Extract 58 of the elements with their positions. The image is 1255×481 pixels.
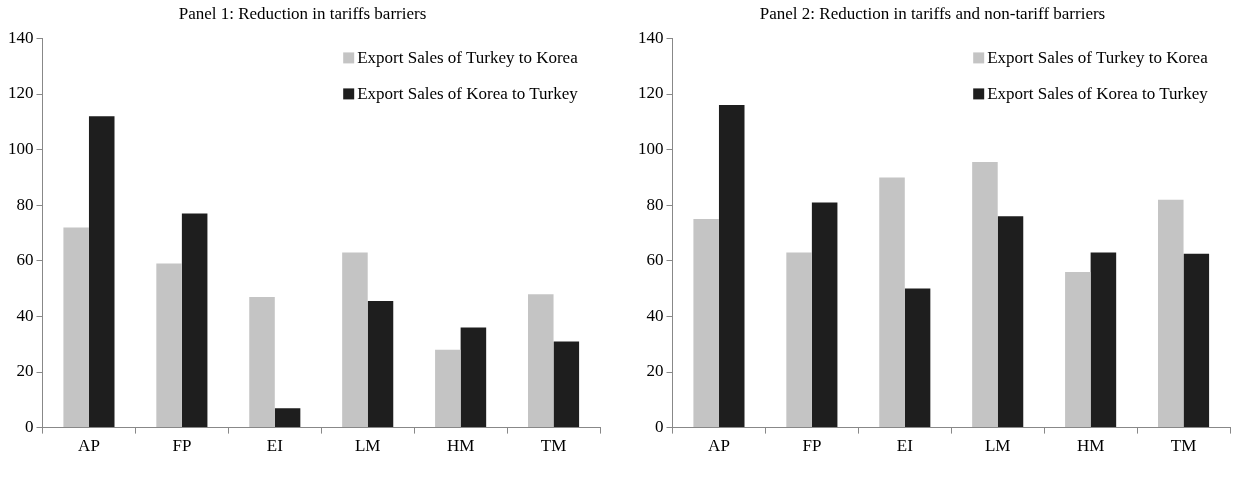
- x-tick-label: EI: [896, 436, 914, 456]
- y-tick-label: 20: [646, 361, 664, 381]
- bar: [249, 296, 275, 428]
- y-tick-label: 100: [8, 139, 34, 159]
- bar: [342, 252, 368, 428]
- y-tick-label: 120: [8, 83, 34, 103]
- y-tick-label: 120: [638, 83, 664, 103]
- x-tick-label: LM: [984, 436, 1011, 456]
- x-tick-label: HM: [1076, 436, 1105, 456]
- bar: [997, 216, 1024, 428]
- y-tick-label: 140: [638, 27, 664, 47]
- y-tick-label: 0: [25, 417, 34, 437]
- bar: [553, 341, 580, 428]
- y-tick-label: 80: [646, 194, 664, 214]
- y-tick-label: 140: [8, 27, 34, 47]
- x-tick-label: EI: [266, 436, 284, 456]
- bar: [181, 213, 208, 428]
- y-tick-label: 40: [646, 305, 664, 325]
- chart-title: Panel 2: Reduction in tariffs and non-tariff barriers: [759, 3, 1106, 23]
- legend-label: Export Sales of Korea to Turkey: [987, 83, 1209, 103]
- bar: [693, 219, 719, 428]
- bar: [786, 252, 812, 428]
- bar: [972, 162, 998, 428]
- y-tick-label: 60: [16, 250, 34, 270]
- bar: [1183, 253, 1210, 428]
- bar: [460, 327, 487, 428]
- bar: [1090, 252, 1117, 428]
- x-tick-label: AP: [78, 436, 100, 456]
- y-tick-label: 40: [16, 305, 34, 325]
- bar: [811, 202, 838, 428]
- bar: [904, 288, 931, 428]
- legend-label: Export Sales of Turkey to Korea: [357, 47, 579, 67]
- bar: [274, 408, 301, 428]
- x-tick-label: TM: [1170, 436, 1197, 456]
- y-tick-label: 60: [646, 250, 664, 270]
- x-tick-label: LM: [354, 436, 381, 456]
- x-tick-label: TM: [540, 436, 567, 456]
- y-tick-label: 0: [655, 417, 664, 437]
- bar: [879, 177, 905, 428]
- chart-title: Panel 1: Reduction in tariffs barriers: [178, 3, 427, 23]
- bar: [1157, 199, 1184, 428]
- x-tick-label: HM: [446, 436, 475, 456]
- bar: [1065, 271, 1091, 428]
- x-tick-label: AP: [708, 436, 730, 456]
- bar: [88, 116, 115, 428]
- x-tick-label: FP: [172, 436, 192, 456]
- bar: [527, 294, 554, 428]
- legend-label: Export Sales of Turkey to Korea: [987, 47, 1209, 67]
- x-tick-label: FP: [802, 436, 822, 456]
- bar: [156, 263, 182, 428]
- y-tick-label: 80: [16, 194, 34, 214]
- legend-label: Export Sales of Korea to Turkey: [357, 83, 579, 103]
- y-tick-label: 100: [638, 139, 664, 159]
- bar: [367, 301, 394, 428]
- bar: [63, 227, 89, 428]
- bar: [435, 349, 461, 428]
- y-tick-label: 20: [16, 361, 34, 381]
- bar: [718, 105, 745, 428]
